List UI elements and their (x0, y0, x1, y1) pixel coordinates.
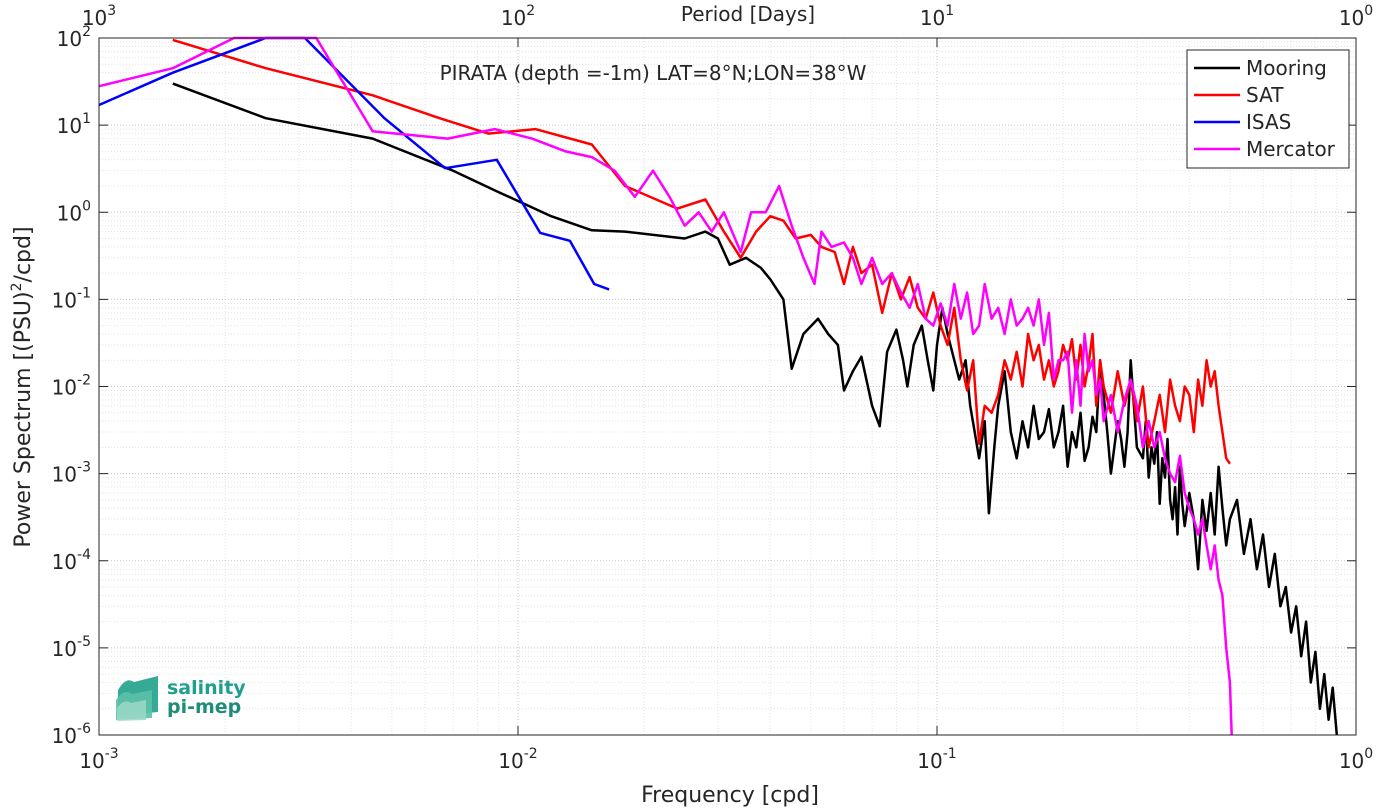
y-tick-label: 10-4 (52, 547, 92, 574)
grid (99, 38, 1356, 735)
series-line-sat (172, 38, 1231, 465)
y-tick-label: 10-5 (52, 634, 91, 661)
y-tick-label: 101 (57, 111, 91, 138)
y-tick-label: 100 (57, 198, 91, 225)
x-tick-label: 10-2 (498, 746, 537, 773)
series-line-mooring (172, 82, 1339, 736)
y-tick-label: 10-3 (52, 460, 91, 487)
x-tick-label: 10-3 (79, 746, 118, 773)
legend-label-sat: SAT (1246, 83, 1284, 107)
series-layer (98, 36, 1339, 736)
series-line-mercator (98, 36, 1233, 736)
legend: Mooring SAT ISAS Mercator (1186, 49, 1350, 169)
series-line-isas (98, 36, 610, 291)
legend-label-mercator: Mercator (1246, 137, 1336, 161)
top-tick-label: 100 (1339, 3, 1373, 30)
y-tick-label: 102 (57, 24, 91, 51)
top-tick-label: 101 (920, 3, 954, 30)
y-tick-label: 10-1 (52, 285, 91, 312)
legend-label-isas: ISAS (1246, 110, 1291, 134)
logo-waves-icon (116, 676, 158, 721)
logo-text-pi-mep: pi-mep (167, 696, 241, 718)
x-axis-label: Frequency [cpd] (641, 783, 819, 808)
salinity-pi-mep-logo: salinity pi-mep (116, 676, 246, 721)
top-tick-label: 103 (82, 3, 116, 30)
y-tick-label: 10-2 (52, 373, 91, 400)
y-tick-label: 10-6 (52, 721, 92, 748)
y-axis-label: Power Spectrum [(PSU)2/cpd] (9, 226, 36, 547)
x-tick-label: 10-1 (917, 746, 956, 773)
top-tick-label: 102 (501, 3, 535, 30)
x-tick-label: 100 (1339, 746, 1373, 773)
legend-label-mooring: Mooring (1246, 56, 1327, 80)
top-axis-label: Period [Days] (681, 2, 815, 26)
logo-text-salinity: salinity (167, 677, 246, 699)
chart-title: PIRATA (depth =-1m) LAT=8°N;LON=38°W (440, 61, 867, 85)
